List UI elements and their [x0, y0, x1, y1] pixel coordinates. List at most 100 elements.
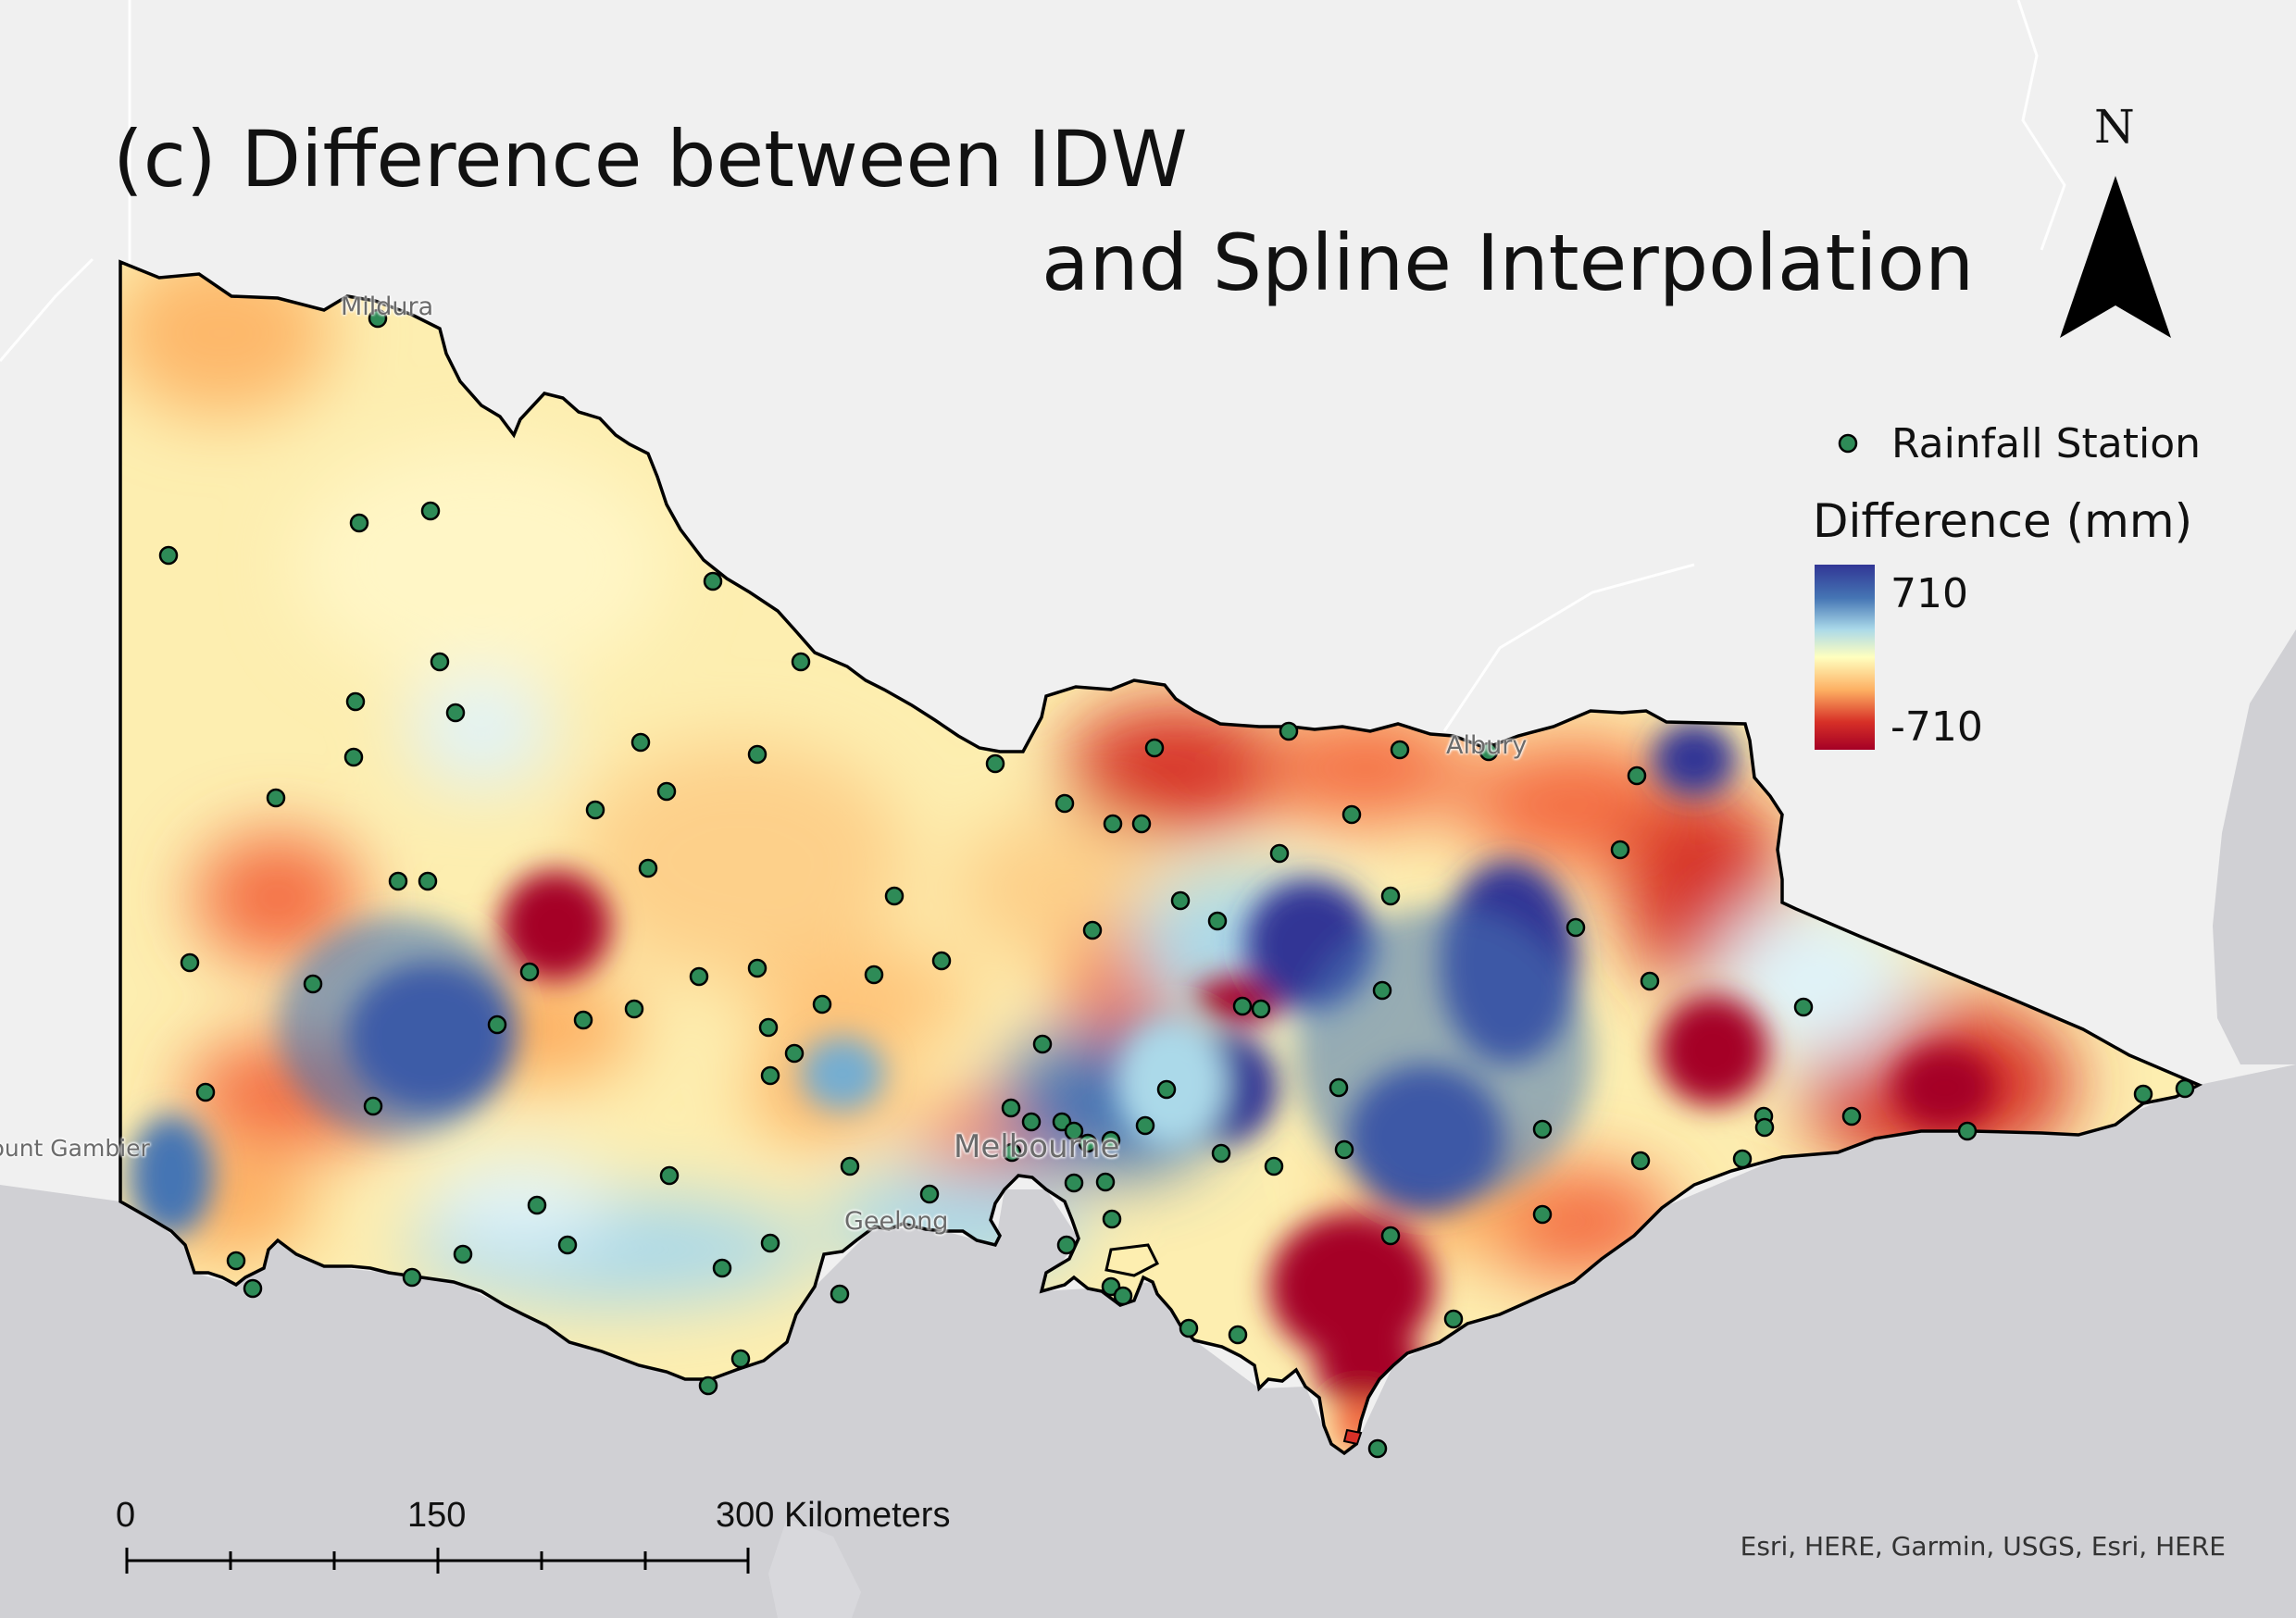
- rainfall-station-marker[interactable]: [1334, 1139, 1354, 1160]
- rainfall-station-marker[interactable]: [630, 732, 651, 753]
- rainfall-station-marker[interactable]: [1380, 886, 1401, 906]
- rainfall-station-marker[interactable]: [1251, 999, 1271, 1019]
- rainfall-station-marker[interactable]: [703, 571, 723, 591]
- rainfall-station-marker[interactable]: [747, 744, 767, 765]
- rainfall-station-marker[interactable]: [1264, 1156, 1284, 1176]
- rainfall-station-marker[interactable]: [1380, 1226, 1401, 1246]
- rainfall-station-marker[interactable]: [784, 1043, 805, 1064]
- rainfall-station-marker[interactable]: [1211, 1143, 1231, 1164]
- rainfall-station-marker[interactable]: [402, 1267, 422, 1288]
- rainfall-station-marker[interactable]: [1793, 997, 1814, 1017]
- rainfall-station-marker[interactable]: [698, 1375, 718, 1396]
- rainfall-station-marker[interactable]: [1640, 971, 1660, 991]
- rainfall-station-marker[interactable]: [1732, 1149, 1753, 1169]
- rainfall-station-marker[interactable]: [1156, 1079, 1177, 1100]
- rainfall-station-marker[interactable]: [1207, 911, 1228, 931]
- rainfall-station-marker[interactable]: [1443, 1309, 1464, 1329]
- rainfall-station-marker[interactable]: [266, 788, 286, 808]
- rainfall-station-marker[interactable]: [1179, 1318, 1199, 1338]
- rainfall-station-marker[interactable]: [791, 652, 811, 672]
- rainfall-station-marker[interactable]: [2175, 1078, 2195, 1099]
- rainfall-station-marker[interactable]: [243, 1278, 263, 1299]
- rainfall-station-marker[interactable]: [1131, 814, 1152, 834]
- rainfall-station-marker[interactable]: [1627, 765, 1647, 786]
- rainfall-station-marker[interactable]: [180, 952, 200, 973]
- rainfall-station-marker[interactable]: [487, 1014, 507, 1035]
- rainfall-station-marker[interactable]: [343, 747, 364, 767]
- rainfall-station-marker[interactable]: [1113, 1286, 1133, 1306]
- rainfall-station-marker[interactable]: [1329, 1077, 1349, 1098]
- rainfall-station-marker[interactable]: [1390, 740, 1410, 760]
- rainfall-station-marker[interactable]: [1367, 1438, 1388, 1459]
- rainfall-station-marker[interactable]: [195, 1082, 216, 1102]
- rainfall-station-marker[interactable]: [1082, 920, 1103, 940]
- rainfall-station-marker[interactable]: [1532, 1204, 1553, 1225]
- rainfall-station-marker[interactable]: [1479, 741, 1499, 762]
- rainfall-station-marker[interactable]: [363, 1096, 383, 1116]
- rainfall-station-marker[interactable]: [1102, 1209, 1122, 1229]
- rainfall-station-marker[interactable]: [758, 1017, 779, 1038]
- rainfall-station-marker[interactable]: [747, 958, 767, 978]
- rainfall-station-marker[interactable]: [1032, 1034, 1053, 1054]
- rainfall-station-marker[interactable]: [812, 994, 832, 1014]
- rainfall-station-marker[interactable]: [1002, 1142, 1022, 1163]
- rainfall-station-marker[interactable]: [1341, 804, 1362, 825]
- rainfall-station-marker[interactable]: [712, 1258, 732, 1278]
- rainfall-station-marker[interactable]: [1144, 738, 1165, 758]
- rainfall-station-marker[interactable]: [730, 1349, 751, 1369]
- rainfall-station-marker[interactable]: [760, 1233, 780, 1253]
- rainfall-station-marker[interactable]: [919, 1184, 940, 1204]
- rainfall-station-marker[interactable]: [1078, 1133, 1098, 1153]
- rainfall-station-marker[interactable]: [830, 1284, 850, 1304]
- rainfall-station-marker[interactable]: [1101, 1130, 1121, 1151]
- rainfall-station-marker[interactable]: [445, 703, 466, 723]
- rainfall-station-marker[interactable]: [1064, 1121, 1084, 1141]
- rainfall-station-marker[interactable]: [1001, 1098, 1021, 1118]
- rainfall-station-marker[interactable]: [659, 1165, 680, 1186]
- rainfall-station-marker[interactable]: [420, 501, 441, 521]
- rainfall-station-marker[interactable]: [689, 966, 709, 987]
- rainfall-station-marker[interactable]: [1841, 1106, 1862, 1126]
- rainfall-station-marker[interactable]: [1532, 1119, 1553, 1139]
- rainfall-station-marker[interactable]: [430, 652, 450, 672]
- rainfall-station-marker[interactable]: [1135, 1115, 1155, 1136]
- rainfall-station-marker[interactable]: [1232, 996, 1253, 1016]
- rainfall-station-marker[interactable]: [349, 513, 369, 533]
- rainfall-station-marker[interactable]: [226, 1251, 246, 1271]
- rainfall-station-marker[interactable]: [864, 965, 884, 985]
- rainfall-station-marker[interactable]: [1754, 1117, 1775, 1138]
- rainfall-station-marker[interactable]: [840, 1156, 860, 1176]
- rainfall-station-marker[interactable]: [1630, 1151, 1651, 1171]
- rainfall-station-marker[interactable]: [1269, 843, 1290, 864]
- rainfall-station-marker[interactable]: [624, 999, 644, 1019]
- rainfall-station-marker[interactable]: [573, 1010, 593, 1030]
- rainfall-station-marker[interactable]: [557, 1235, 578, 1255]
- rainfall-station-marker[interactable]: [1279, 721, 1299, 741]
- rainfall-station-marker[interactable]: [303, 974, 323, 994]
- rainfall-station-marker[interactable]: [585, 800, 605, 820]
- rainfall-station-marker[interactable]: [985, 753, 1005, 774]
- rainfall-station-marker[interactable]: [158, 545, 179, 566]
- rainfall-station-marker[interactable]: [519, 962, 540, 982]
- rainfall-station-marker[interactable]: [1228, 1325, 1248, 1345]
- rainfall-station-marker[interactable]: [1957, 1121, 1978, 1141]
- rainfall-station-marker[interactable]: [453, 1244, 473, 1264]
- rainfall-station-marker[interactable]: [638, 858, 658, 878]
- rainfall-station-marker[interactable]: [884, 886, 905, 906]
- rainfall-station-marker[interactable]: [1064, 1173, 1084, 1193]
- rainfall-station-marker[interactable]: [1170, 890, 1191, 911]
- rainfall-station-marker[interactable]: [931, 951, 952, 971]
- rainfall-station-marker[interactable]: [1566, 917, 1586, 938]
- rainfall-station-marker[interactable]: [388, 871, 408, 891]
- rainfall-station-marker[interactable]: [368, 308, 388, 329]
- rainfall-station-marker[interactable]: [1054, 793, 1075, 814]
- rainfall-station-marker[interactable]: [760, 1065, 780, 1086]
- rainfall-station-marker[interactable]: [1610, 840, 1630, 860]
- rainfall-station-marker[interactable]: [1103, 814, 1123, 834]
- rainfall-station-marker[interactable]: [418, 871, 438, 891]
- rainfall-station-marker[interactable]: [656, 781, 677, 802]
- rainfall-station-marker[interactable]: [345, 691, 366, 712]
- rainfall-station-marker[interactable]: [1095, 1172, 1116, 1192]
- rainfall-station-marker[interactable]: [1372, 980, 1392, 1001]
